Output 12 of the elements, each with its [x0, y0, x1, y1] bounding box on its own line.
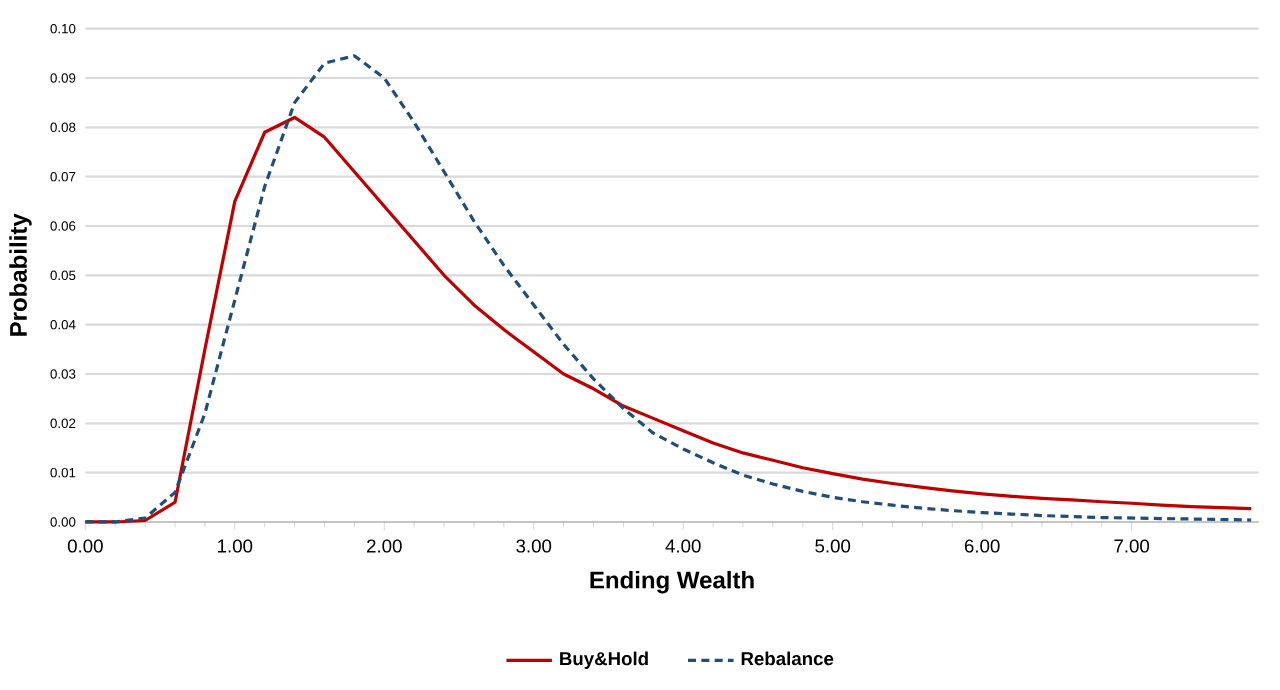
x-tick-label: 4.00 — [665, 539, 701, 553]
x-tick-label: 3.00 — [516, 539, 552, 553]
x-tick-label: 1.00 — [218, 539, 253, 553]
x-tick-label: 6.00 — [964, 539, 1000, 553]
x-tick-label: 2.00 — [367, 539, 402, 553]
x-tick-label: 0.00 — [67, 539, 103, 553]
x-tick-label: 5.00 — [815, 539, 851, 553]
legend-label: Buy&Hold — [560, 651, 648, 669]
legend-label: Rebalance — [741, 651, 834, 666]
x-axis-title: Ending Wealth — [590, 570, 754, 594]
y-axis-title: Probability — [9, 213, 32, 336]
x-tick-label: 7.00 — [1114, 539, 1150, 553]
